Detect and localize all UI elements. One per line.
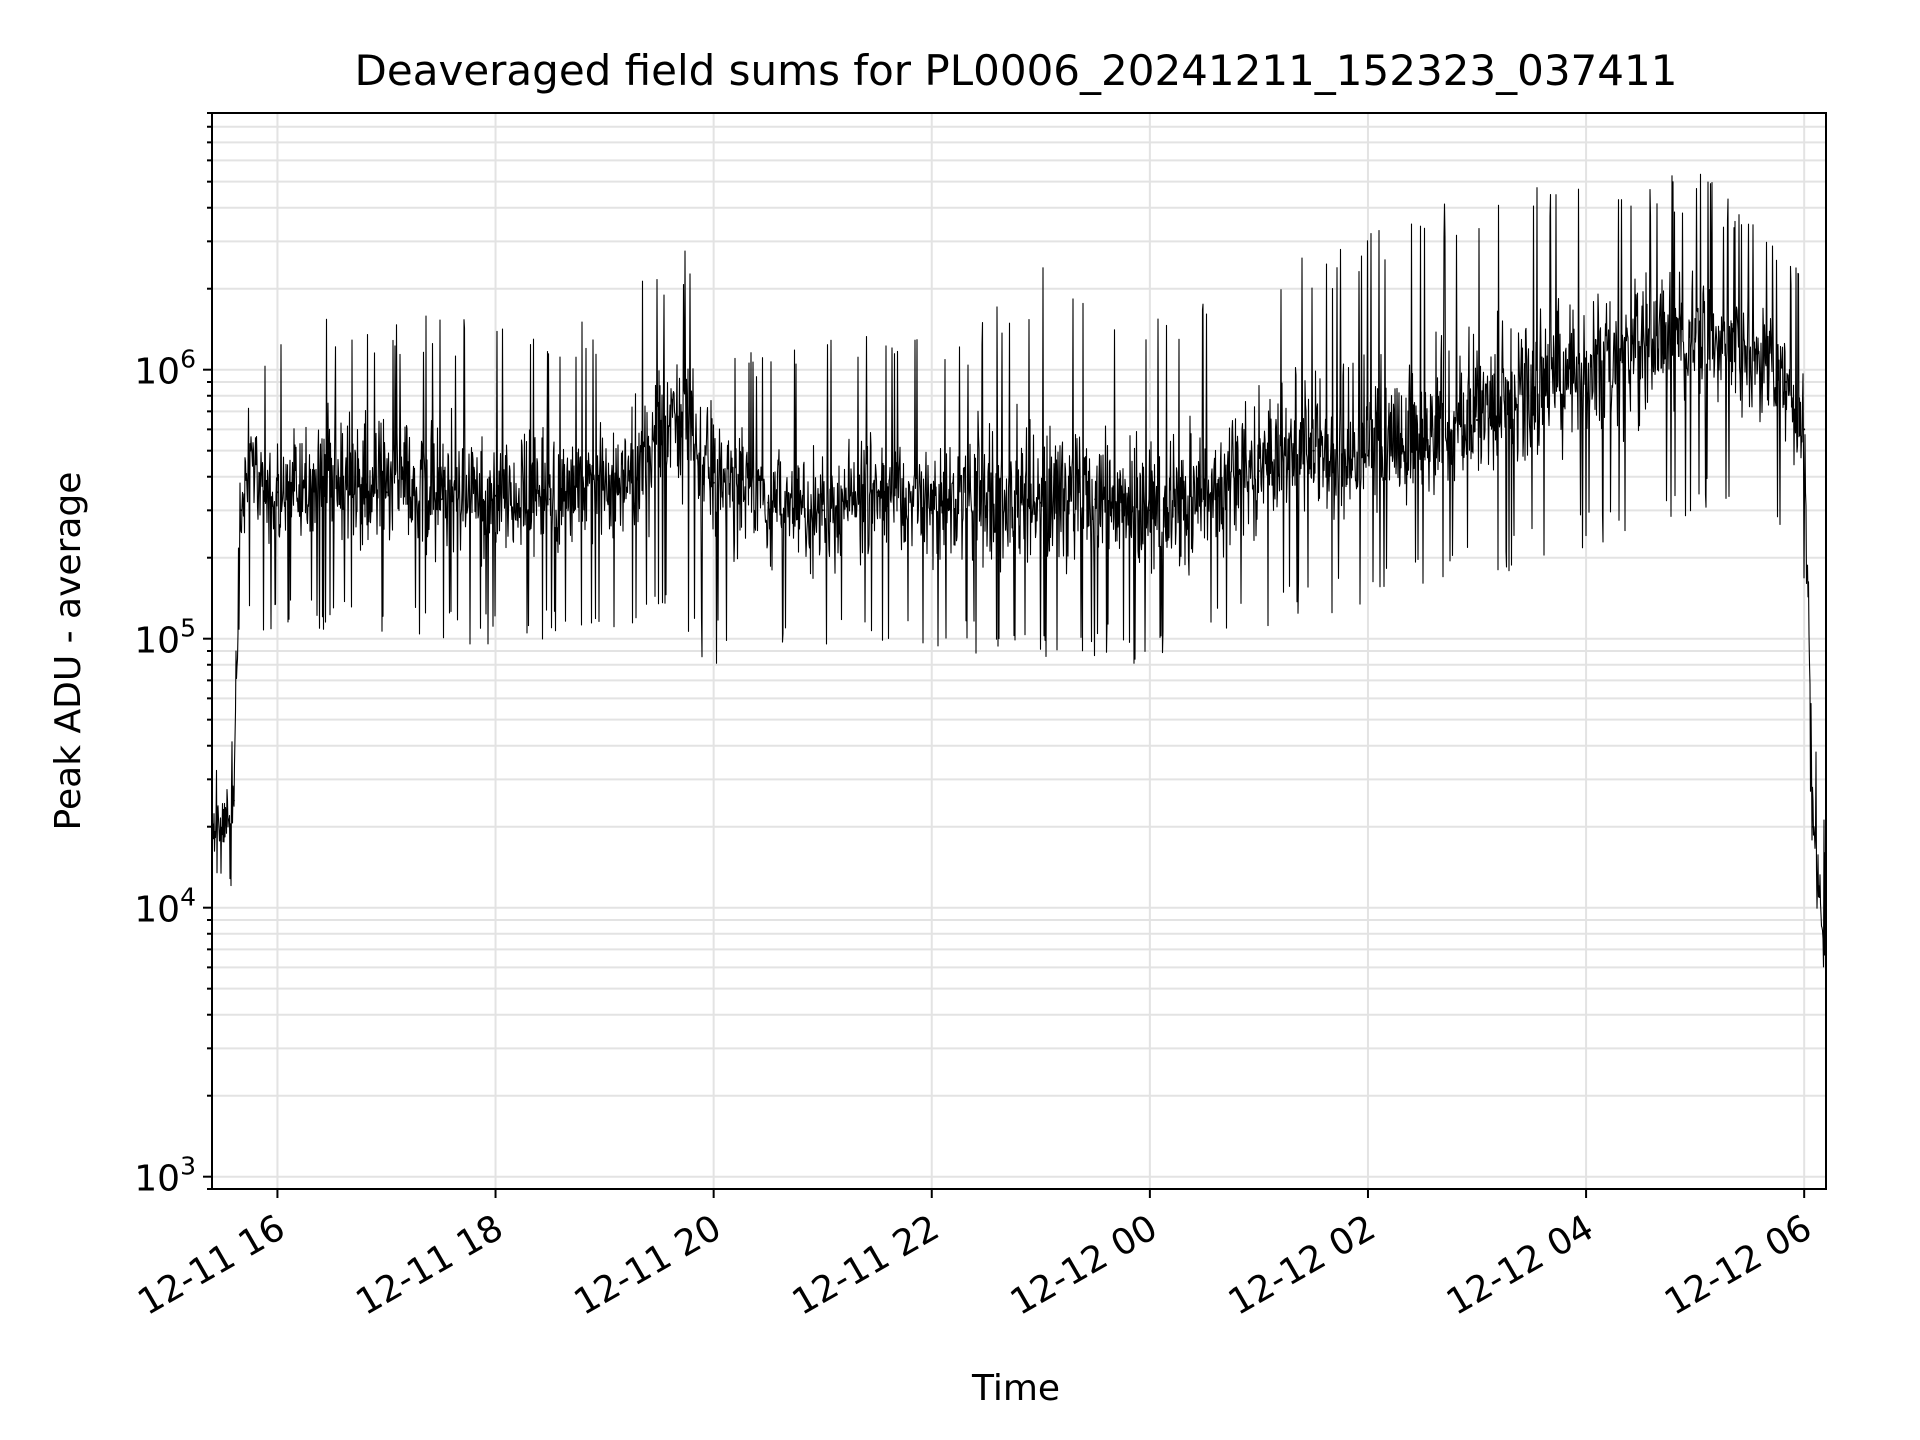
data-point [385,491,388,494]
data-point [1694,338,1697,340]
data-point [440,498,442,501]
data-point [658,449,661,452]
data-point [767,501,770,504]
y-tick-label: 106 [134,345,196,393]
data-point [276,491,279,494]
data-point [1203,498,1206,501]
data-point [240,509,243,512]
data-point [331,481,333,484]
data-point [1803,428,1806,431]
chart-title: Deaveraged field sums for PL0006_2024121… [355,46,1678,95]
data-point [258,475,261,478]
data-point [494,494,497,497]
data-point [1530,394,1533,397]
data-point [821,509,824,512]
data-point [712,481,715,484]
data-point [221,825,224,828]
series-line [211,173,1827,968]
data-point [1785,381,1787,383]
data-point [1812,825,1815,828]
y-tick-label: 103 [134,1152,196,1200]
data-point [549,498,552,501]
data-point [985,505,988,508]
y-axis-label: Peak ADU - average [48,472,89,831]
data-point [232,799,235,802]
data-point [1476,419,1478,421]
y-tick-label: 104 [134,883,196,931]
x-axis-label: Time [971,1368,1060,1409]
data-point [1639,347,1642,350]
data-point [1094,498,1097,501]
data-point [685,410,688,413]
data-point [1148,509,1151,512]
data-point [1039,501,1042,504]
data-point [930,498,933,501]
data-point [249,449,252,452]
data-point [1748,357,1751,360]
data-point [1312,449,1315,452]
data-point [1585,368,1588,371]
data-point [1257,470,1260,472]
data-point [876,491,879,494]
data-point [1421,438,1424,441]
data-point [603,488,606,490]
data-point [1367,454,1369,457]
y-tick-label: 105 [134,614,196,662]
